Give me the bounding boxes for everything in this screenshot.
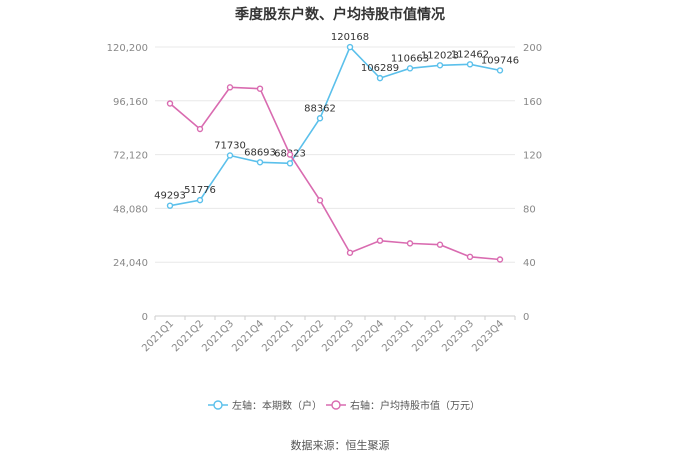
data-point bbox=[226, 152, 234, 159]
x-tick-label: 2022Q4 bbox=[350, 318, 386, 354]
data-label: 71730 bbox=[214, 140, 246, 151]
legend-swatch-marker bbox=[213, 400, 223, 410]
x-tick-label: 2023Q1 bbox=[380, 318, 416, 354]
data-point bbox=[316, 115, 324, 122]
data-point bbox=[406, 65, 414, 72]
right-tick-label: 160 bbox=[523, 97, 542, 108]
data-point bbox=[256, 85, 264, 92]
left-tick-label: 120,200 bbox=[107, 43, 148, 54]
data-point bbox=[256, 159, 264, 166]
data-label: 112462 bbox=[451, 49, 489, 60]
right-tick-label: 120 bbox=[523, 151, 542, 162]
data-point bbox=[196, 125, 204, 133]
data-label: 106289 bbox=[361, 63, 399, 74]
data-label: 120168 bbox=[331, 32, 369, 43]
data-point bbox=[496, 67, 504, 74]
x-tick-label: 2022Q2 bbox=[290, 318, 326, 354]
data-point bbox=[466, 61, 474, 68]
x-tick-label: 2023Q2 bbox=[410, 318, 446, 354]
source-text: 数据来源：恒生聚源 bbox=[290, 439, 390, 452]
left-tick-label: 96,160 bbox=[113, 97, 148, 108]
x-tick-label: 2021Q1 bbox=[140, 318, 176, 354]
data-label: 110663 bbox=[391, 53, 429, 64]
data-point bbox=[346, 249, 354, 256]
data-point bbox=[436, 62, 444, 69]
data-point bbox=[166, 100, 174, 107]
x-tick-label: 2023Q3 bbox=[440, 318, 476, 354]
data-point bbox=[346, 43, 354, 51]
data-point bbox=[316, 197, 324, 204]
right-axis-ticks: 0 40 80 120 160 200 bbox=[523, 43, 542, 323]
right-tick-label: 200 bbox=[523, 43, 542, 54]
x-tick-label: 2021Q3 bbox=[200, 318, 236, 354]
data-label: 88362 bbox=[304, 103, 336, 114]
x-axis-ticks: 2021Q12021Q22021Q32021Q42022Q12022Q22022… bbox=[140, 316, 516, 354]
left-tick-label: 48,080 bbox=[113, 204, 148, 215]
data-point bbox=[166, 202, 174, 209]
chart-title: 季度股东户数、户均持股市值情况 bbox=[235, 7, 445, 23]
x-tick-label: 2021Q4 bbox=[230, 318, 266, 354]
data-label: 51776 bbox=[184, 185, 216, 196]
x-tick-label: 2022Q1 bbox=[260, 318, 296, 354]
x-tick-label: 2023Q4 bbox=[470, 318, 506, 354]
data-point bbox=[436, 241, 444, 248]
grid-lines bbox=[155, 46, 515, 317]
data-point bbox=[286, 151, 294, 158]
legend-label: 左轴：本期数（户） bbox=[232, 399, 322, 412]
data-label: 49293 bbox=[154, 191, 186, 202]
legend-label: 右轴：户均持股市值（万元） bbox=[350, 399, 480, 412]
data-point bbox=[376, 74, 384, 82]
series-line-1 bbox=[169, 45, 501, 207]
data-label: 68693 bbox=[244, 147, 276, 158]
data-point bbox=[286, 160, 294, 167]
left-tick-label: 24,040 bbox=[113, 258, 148, 269]
data-point bbox=[196, 196, 204, 204]
data-point bbox=[406, 240, 414, 247]
series-line-2 bbox=[169, 86, 501, 261]
data-point bbox=[466, 253, 474, 261]
data-point bbox=[496, 256, 504, 263]
legend-swatch-marker bbox=[331, 400, 341, 410]
x-tick-label: 2021Q2 bbox=[170, 318, 206, 354]
series-layer: 4929351776717306869368223883621201681062… bbox=[154, 32, 519, 263]
right-tick-label: 80 bbox=[523, 204, 536, 215]
data-point bbox=[376, 237, 384, 244]
data-point bbox=[226, 84, 234, 91]
left-tick-label: 72,120 bbox=[113, 151, 148, 162]
data-label: 109746 bbox=[481, 55, 519, 66]
left-axis-ticks: 0 24,040 48,080 72,120 96,160 120,200 bbox=[107, 43, 148, 323]
legend[interactable]: 左轴：本期数（户） 右轴：户均持股市值（万元） bbox=[208, 399, 480, 412]
right-tick-label: 40 bbox=[523, 258, 536, 269]
left-tick-label: 0 bbox=[142, 312, 148, 323]
data-label: 112023 bbox=[421, 50, 459, 61]
right-tick-label: 0 bbox=[523, 312, 529, 323]
x-tick-label: 2022Q3 bbox=[320, 318, 356, 354]
